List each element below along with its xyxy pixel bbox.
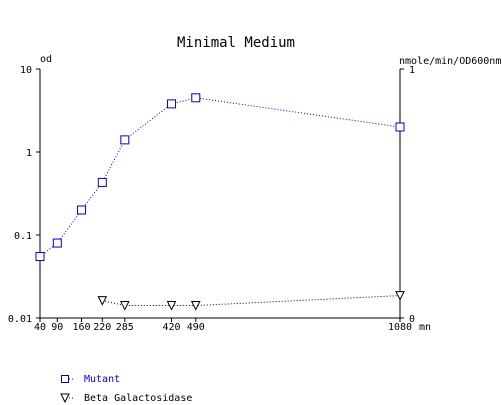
right-axis-label: nmole/min/OD600nm	[399, 56, 501, 67]
x-tick-label: 285	[116, 322, 134, 333]
left-tick-label: 10	[20, 65, 32, 76]
chart-title: Minimal Medium	[177, 35, 295, 51]
legend-triangle-marker	[60, 393, 70, 404]
data-point-square	[77, 205, 87, 215]
data-point-triangle	[190, 301, 201, 311]
x-tick-label: 220	[93, 322, 111, 333]
left-axis-ticks: 0.01 0.1 1 10	[8, 65, 40, 325]
data-point-square	[191, 93, 201, 103]
left-axis-label: od	[40, 54, 52, 65]
data-point-square	[120, 135, 130, 145]
x-unit-label: mn	[419, 322, 431, 333]
x-tick-label: 490	[187, 322, 205, 333]
legend: Mutant Beta Galactosidase	[60, 374, 192, 404]
data-point-square	[52, 238, 62, 248]
series-mutant	[35, 93, 405, 262]
data-point-triangle	[395, 291, 405, 301]
data-point-square	[167, 99, 177, 109]
series-line	[102, 295, 401, 307]
data-point-square	[395, 122, 405, 132]
data-point-triangle	[166, 301, 177, 311]
left-tick-label: 0.1	[14, 231, 32, 242]
data-point-triangle	[119, 301, 130, 311]
left-tick-label: 0.01	[8, 314, 32, 325]
x-axis-ticks: 40 90 160 220 285 420 490 1080	[34, 318, 412, 333]
series-line	[39, 97, 401, 257]
legend-beta-label: Beta Galactosidase	[84, 393, 192, 404]
x-tick-label: 40	[34, 322, 46, 333]
left-tick-label: 1	[26, 148, 32, 159]
x-tick-label: 420	[163, 322, 181, 333]
legend-item-mutant: Mutant	[61, 374, 120, 385]
series-layer	[35, 93, 405, 311]
x-tick-label: 160	[73, 322, 91, 333]
data-point-triangle	[97, 296, 108, 306]
data-point-square	[97, 177, 107, 187]
legend-item-beta-galactosidase: Beta Galactosidase	[60, 393, 192, 404]
x-tick-label: 90	[51, 322, 63, 333]
data-point-square	[35, 252, 45, 262]
right-tick-label: 0	[409, 314, 415, 325]
right-axis-ticks: 01	[400, 65, 415, 325]
legend-mutant-label: Mutant	[84, 374, 120, 385]
right-tick-label: 1	[409, 65, 415, 76]
series-beta-galactosidase	[97, 291, 405, 311]
x-tick-label: 1080	[388, 322, 412, 333]
legend-square-marker	[61, 375, 69, 383]
